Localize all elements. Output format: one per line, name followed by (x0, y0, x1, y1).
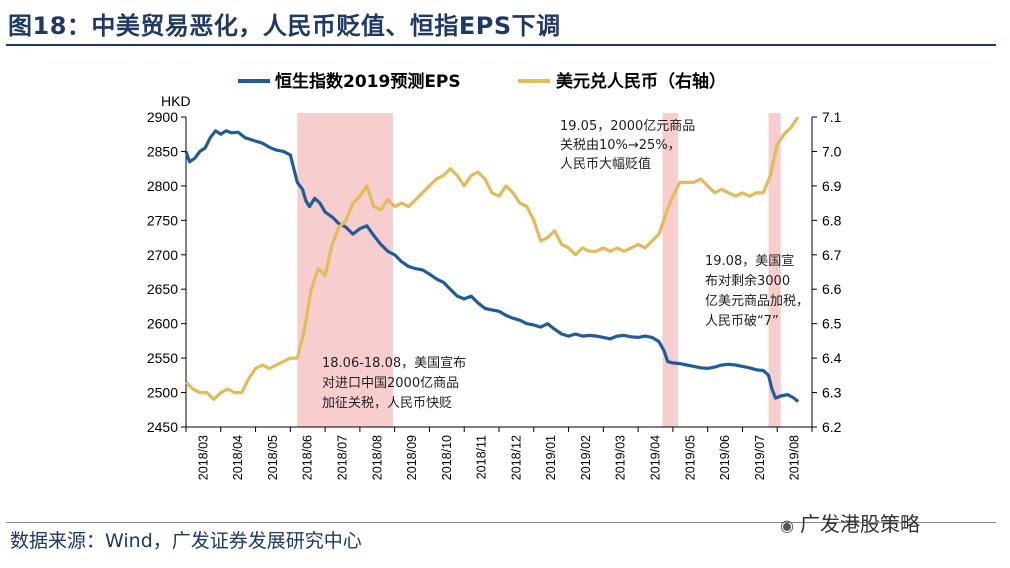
annotation-line: 18.06-18.08，美国宣布 (322, 355, 466, 371)
left-tick-label: 2450 (147, 419, 178, 435)
annotation-line: 19.08，美国宣 (705, 253, 794, 269)
shaded-period (297, 113, 393, 427)
left-tick-label: 2850 (147, 143, 178, 159)
x-tick-label: 2018/07 (336, 435, 350, 480)
left-tick-label: 2700 (147, 247, 178, 263)
right-tick-label: 6.9 (822, 178, 842, 194)
watermark-text: 广发港股策略 (799, 512, 920, 536)
eps-series-line (184, 129, 800, 403)
x-tick-label: 2018/11 (475, 435, 489, 479)
chart: 2900 2850 2800 2750 2700 2650 2600 2550 2500 2450… (147, 71, 842, 480)
x-tick-label: 2019/04 (649, 435, 663, 480)
annotation-line: 人民币大幅贬值 (560, 156, 651, 172)
x-tick-label: 2018/08 (370, 435, 384, 480)
right-tick-label: 6.5 (822, 316, 842, 332)
shaded-period (768, 113, 781, 427)
x-tick-label: 2019/01 (544, 435, 558, 480)
annotation-line: 人民币破“7” (705, 314, 779, 329)
x-tick-label: 2019/03 (614, 435, 628, 480)
annotation-line: 亿美元商品加税， (705, 294, 809, 309)
footer-divider (6, 522, 996, 523)
x-tick-label: 2019/08 (788, 435, 802, 480)
annotation-1806: 18.06-18.08，美国宣布 对进口中国2000亿商品 加征关税，人民币快贬 (322, 355, 466, 411)
x-tick-label: 2019/02 (579, 435, 593, 480)
x-tick-label: 2018/12 (509, 435, 523, 480)
x-tick-label: 2018/05 (266, 435, 280, 480)
usdcny-series-line (184, 116, 800, 401)
x-tick-label: 2018/04 (231, 435, 245, 480)
legend: 恒生指数2019预测EPS 美元兑人民币（右轴） (238, 71, 726, 92)
left-tick-label: 2650 (147, 281, 178, 297)
legend-label-usdcny: 美元兑人民币（右轴） (556, 71, 726, 92)
left-tick-label: 2900 (147, 109, 178, 125)
source-note: 数据来源：Wind，广发证券发展研究中心 (10, 530, 362, 552)
right-tick-label: 6.4 (822, 350, 842, 366)
left-tick-label: 2750 (147, 212, 178, 228)
shaded-period (662, 113, 679, 427)
watermark: ◉ 广发港股策略 (780, 508, 920, 537)
x-tick-label: 2018/03 (196, 435, 210, 480)
right-tick-label: 7.1 (822, 109, 842, 125)
right-tick-label: 6.3 (822, 385, 842, 401)
right-tick-label: 6.6 (822, 281, 842, 297)
wechat-icon: ◉ (780, 516, 794, 535)
right-tick-label: 6.2 (822, 419, 842, 435)
right-tick-label: 6.8 (822, 212, 842, 228)
annotation-1908: 19.08，美国宣 布对剩余3000 亿美元商品加税， 人民币破“7” (705, 253, 809, 329)
left-tick-label: 2550 (147, 350, 178, 366)
annotation-line: 加征关税，人民币快贬 (322, 396, 452, 411)
figure-title: 图18：中美贸易恶化，人民币贬值、恒指EPS下调 (8, 12, 561, 40)
title-divider (6, 44, 996, 46)
left-tick-label: 2600 (147, 316, 178, 332)
legend-label-eps: 恒生指数2019预测EPS (275, 71, 461, 92)
x-tick-label: 2018/09 (405, 435, 419, 480)
axes: 2900 2850 2800 2750 2700 2650 2600 2550 2500 2450… (147, 109, 842, 480)
left-tick-label: 2800 (147, 178, 178, 194)
x-tick-label: 2019/06 (718, 435, 732, 480)
x-tick-label: 2018/06 (301, 435, 315, 480)
left-tick-label: 2500 (147, 385, 178, 401)
left-axis-unit: HKD (161, 93, 191, 109)
right-tick-label: 6.7 (822, 247, 842, 263)
right-tick-label: 7.0 (822, 143, 842, 159)
series-layer (184, 116, 800, 403)
annotation-1905: 19.05，2000亿元商品 关税由10%→25%， 人民币大幅贬值 (560, 119, 695, 172)
x-tick-label: 2019/07 (753, 435, 767, 480)
x-tick-label: 2019/05 (683, 435, 697, 480)
annotation-line: 对进口中国2000亿商品 (322, 376, 459, 391)
annotation-line: 19.05，2000亿元商品 (560, 119, 695, 134)
annotation-line: 布对剩余3000 (705, 273, 790, 289)
shaded-periods (297, 113, 781, 427)
x-tick-label: 2018/10 (440, 435, 454, 480)
annotation-line: 关税由10%→25%， (560, 138, 681, 153)
